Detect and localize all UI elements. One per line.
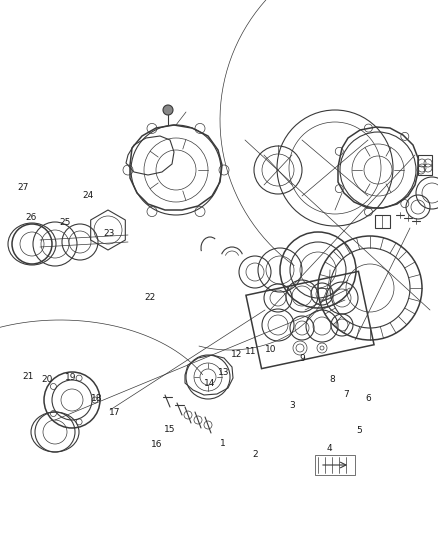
Bar — [246, 271, 374, 369]
Text: 15: 15 — [164, 425, 176, 434]
Text: 2: 2 — [252, 450, 258, 458]
Text: 9: 9 — [299, 354, 305, 362]
Text: 24: 24 — [82, 191, 93, 199]
Text: 14: 14 — [204, 379, 215, 388]
Circle shape — [163, 105, 173, 115]
Text: 22: 22 — [144, 293, 155, 302]
Text: 10: 10 — [265, 345, 276, 354]
Text: 5: 5 — [356, 426, 362, 435]
Text: 3: 3 — [290, 401, 296, 409]
Text: 4: 4 — [327, 445, 332, 453]
Text: 19: 19 — [65, 373, 77, 382]
Text: 11: 11 — [245, 348, 256, 356]
Text: 27: 27 — [17, 183, 28, 192]
Text: 16: 16 — [151, 440, 162, 449]
Text: 18: 18 — [91, 394, 102, 403]
Text: 1: 1 — [219, 439, 226, 448]
Text: 23: 23 — [103, 229, 114, 238]
Text: 21: 21 — [22, 372, 34, 381]
Text: 25: 25 — [59, 219, 71, 227]
Text: 12: 12 — [231, 351, 242, 359]
Text: 17: 17 — [109, 408, 120, 417]
Text: 20: 20 — [42, 375, 53, 384]
Text: 26: 26 — [26, 213, 37, 222]
Text: 13: 13 — [218, 368, 229, 376]
Text: 7: 7 — [343, 390, 349, 399]
Text: 6: 6 — [365, 394, 371, 403]
Text: 8: 8 — [329, 375, 335, 384]
